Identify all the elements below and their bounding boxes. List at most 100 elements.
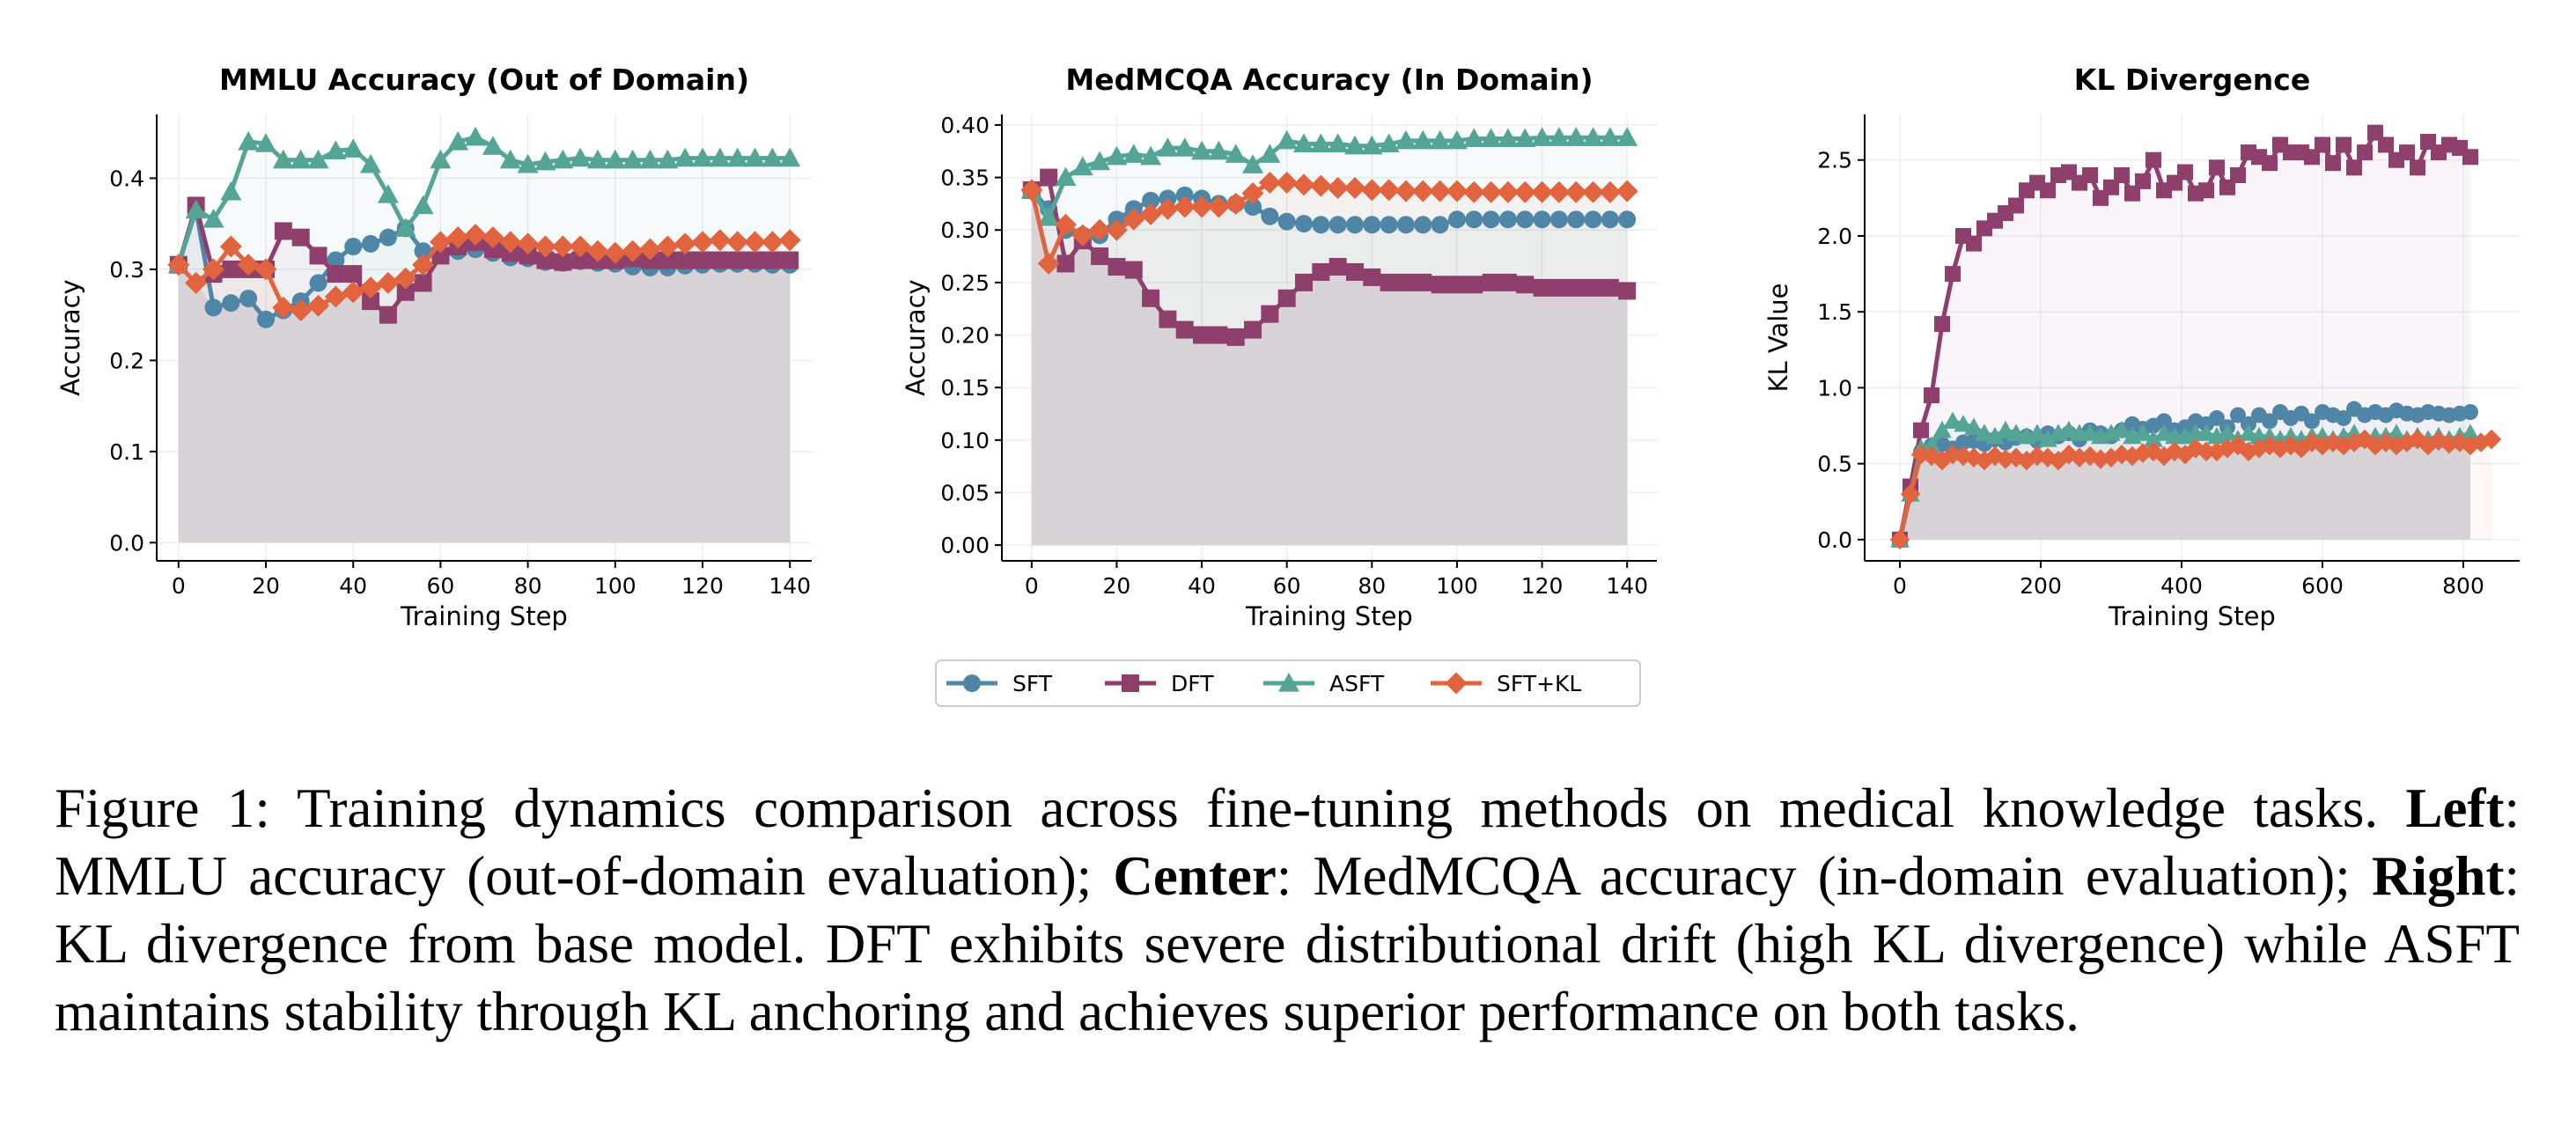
series-sft-kl [1889, 429, 2502, 550]
data-point-asft [377, 184, 399, 203]
data-point-sft-kl [464, 224, 487, 247]
data-point-asft [238, 131, 260, 151]
data-point-asft [1514, 128, 1536, 148]
data-point-sft-kl [499, 231, 522, 254]
data-point-dft [2315, 136, 2330, 153]
data-point-sft [1601, 210, 1619, 229]
data-point-dft [396, 283, 415, 301]
data-point-dft [2304, 149, 2320, 166]
data-point-sft [1345, 216, 1364, 234]
y-tick-label: 0.0 [109, 530, 144, 556]
data-point-dft [1380, 273, 1398, 291]
data-point-sft [2230, 407, 2246, 423]
data-point-asft [1122, 144, 1144, 163]
data-point-sft [1465, 210, 1483, 229]
data-point-dft [1312, 262, 1330, 281]
y-tick-label: 0.30 [940, 217, 990, 243]
data-point-sft [1618, 210, 1637, 229]
data-point-asft [744, 147, 766, 167]
data-point-dft [1244, 320, 1262, 339]
y-tick-label: 2.5 [1817, 148, 1852, 173]
x-tick-label: 0 [1893, 573, 1907, 599]
legend-item-dft: DFT [1105, 671, 1214, 696]
x-tick-label: 20 [252, 573, 280, 599]
data-point-sft [1414, 216, 1432, 234]
data-point-dft [1295, 273, 1314, 291]
y-tick-label: 0.20 [940, 323, 990, 349]
data-point-asft [692, 147, 713, 167]
y-tick-label: 0.15 [940, 375, 990, 401]
data-point-asft [1157, 137, 1179, 157]
data-point-sft-kl [1037, 252, 1060, 275]
data-point-asft [482, 136, 504, 155]
data-point-asft [1531, 127, 1553, 146]
data-point-dft [1210, 326, 1228, 344]
legend-item-sft: SFT [946, 671, 1053, 696]
data-point-sft-kl [167, 254, 190, 276]
data-point-asft [290, 149, 312, 169]
data-point-sft-kl [1309, 174, 1332, 197]
data-point-asft [1975, 423, 1994, 441]
data-point-asft [1497, 128, 1519, 148]
data-point-asft [2218, 423, 2237, 441]
data-point-sft [2336, 409, 2352, 426]
data-point-sft-kl [1564, 180, 1587, 203]
data-point-sft [1482, 210, 1500, 229]
data-point-asft [1412, 129, 1434, 150]
y-tick-label: 0.0 [1817, 527, 1852, 553]
x-tick-label: 200 [2020, 573, 2062, 599]
data-point-dft [2103, 179, 2119, 195]
data-point-sft-kl [290, 298, 313, 321]
figure: 0 20 40 60 80 100 120 140 0.0 0.1 0.2 0.3 0.4 MMLU Ac… [55, 63, 2520, 707]
data-point-dft [1277, 289, 1296, 307]
data-point-dft [710, 251, 729, 269]
series-shade-asft [1031, 137, 1628, 546]
y-tick-label: 1.0 [1817, 375, 1852, 401]
x-tick-label: 60 [426, 573, 454, 599]
data-point-asft [447, 131, 469, 151]
data-point-asft [1225, 144, 1247, 163]
data-point-asft [1259, 144, 1281, 163]
legend-marker-asft [1278, 673, 1299, 692]
data-point-sft-kl [2090, 449, 2111, 469]
data-point-asft [604, 149, 626, 169]
legend-marker-dft [1122, 674, 1139, 692]
data-point-asft [552, 149, 574, 169]
data-point-dft [1261, 305, 1279, 323]
data-point-sft-kl [1497, 180, 1520, 203]
data-point-dft [1108, 257, 1126, 276]
data-point-asft [325, 140, 347, 159]
data-point-asft [586, 149, 608, 169]
data-point-sft-kl [1446, 180, 1468, 202]
data-point-dft [1396, 273, 1415, 291]
data-point-dft [1549, 278, 1568, 297]
data-point-dft [1945, 266, 1961, 283]
data-point-asft [430, 149, 452, 169]
data-point-sft-kl [429, 231, 452, 254]
data-point-asft [1932, 420, 1952, 438]
data-point-dft [2410, 159, 2425, 176]
x-tick-label: 600 [2301, 573, 2344, 599]
data-point-sft [1295, 215, 1314, 233]
data-point-sft [1328, 216, 1347, 234]
data-point-asft [2144, 430, 2163, 447]
data-point-asft [1463, 128, 1485, 148]
x-tick-label: 140 [769, 573, 811, 599]
data-point-dft [763, 251, 782, 269]
data-point-asft [1446, 129, 1468, 150]
series-dft [1022, 168, 1637, 346]
data-point-sft [1447, 210, 1466, 229]
data-point-dft [1091, 247, 1109, 266]
y-tick-label: 0.40 [940, 113, 990, 138]
baseline-shade [178, 249, 791, 543]
data-point-sft-kl [1582, 180, 1605, 203]
data-point-dft [2357, 144, 2373, 161]
chart-panel-1: 0 20 40 60 80 100 120 140 0.0 0.1 0.2 0.3 0.4 MMLU Ac… [55, 63, 812, 631]
baseline-shade [1031, 189, 1628, 546]
data-point-sft-kl [219, 235, 242, 258]
series-shade-dft [1031, 177, 1628, 546]
data-point-sft [222, 294, 240, 313]
data-point-sft-kl [2196, 441, 2217, 462]
data-point-sft-kl [1480, 180, 1503, 203]
series-shade-dft [178, 205, 791, 543]
